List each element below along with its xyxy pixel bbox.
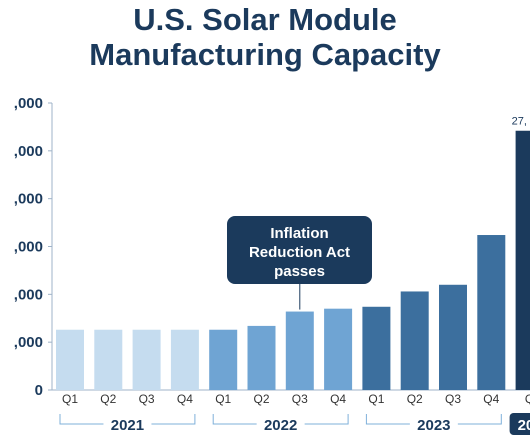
year-label: 2023 (417, 417, 450, 434)
y-axis-ticks: 0 ,000 ,000 ,000 ,000 ,000 ,000 (14, 95, 52, 399)
annotation-text-line: Inflation (270, 225, 328, 242)
x-tick-label: Q1 (62, 392, 78, 406)
year-label: 20 (518, 417, 530, 434)
annotation-box (227, 216, 372, 284)
annotation-text-line: Reduction Act (249, 244, 350, 261)
x-tick-label: Q2 (100, 392, 116, 406)
bar (94, 329, 123, 390)
y-tick-label: ,000 (14, 95, 43, 112)
bar-series (56, 130, 530, 390)
year-bracket-right (457, 414, 502, 425)
y-tick-label: ,000 (14, 334, 43, 351)
x-tick-label: Q4 (177, 392, 193, 406)
year-bracket-right (304, 414, 349, 425)
bar (362, 306, 391, 390)
bar (132, 329, 161, 390)
x-tick-label: Q2 (253, 392, 269, 406)
x-tick-label: Q1 (215, 392, 231, 406)
chart-title-line-2: Manufacturing Capacity (89, 37, 441, 72)
bar (477, 235, 506, 390)
bar (170, 329, 199, 390)
x-tick-label: Q4 (483, 392, 499, 406)
chart-title: U.S. Solar Module Manufacturing Capacity (0, 2, 530, 72)
year-badge (509, 413, 530, 435)
annotation-text-line: passes (274, 263, 325, 280)
year-label: 2021 (111, 417, 144, 434)
bar (56, 329, 84, 390)
annotation-callout: Inflation Reduction Act passes (227, 216, 372, 310)
x-tick-label: Q2 (407, 392, 423, 406)
y-tick-label: ,000 (14, 143, 43, 160)
x-tick-label: Q3 (292, 392, 308, 406)
y-tick-label: ,000 (14, 286, 43, 303)
x-axis-ticks: Q1 Q2 Q3 Q4 Q1 Q2 Q3 Q4 Q1 Q2 Q3 Q4 Q (62, 392, 530, 406)
year-bracket-left (59, 414, 104, 425)
year-bracket-right (151, 414, 196, 425)
year-label: 2022 (264, 417, 297, 434)
data-labels: 27, (512, 116, 527, 128)
bar (324, 308, 353, 390)
y-tick-label: ,000 (14, 191, 43, 208)
bar (247, 325, 276, 390)
bar (209, 329, 238, 390)
chart-title-line-1: U.S. Solar Module (133, 2, 397, 37)
x-tick-label: Q3 (445, 392, 461, 406)
x-tick-label: Q3 (139, 392, 155, 406)
y-tick-label: 0 (35, 382, 43, 399)
bar (285, 311, 314, 390)
bar (400, 291, 429, 390)
y-tick-label: ,000 (14, 239, 43, 256)
bar (439, 284, 467, 390)
x-tick-label: Q (525, 392, 530, 406)
x-tick-label: Q4 (330, 392, 346, 406)
bar (515, 130, 530, 390)
year-bracket-left (365, 414, 410, 425)
data-label: 27, (512, 116, 527, 128)
year-groups: 2021 2022 2023 20 (59, 413, 530, 435)
x-tick-label: Q1 (368, 392, 384, 406)
year-bracket-left (212, 414, 257, 425)
